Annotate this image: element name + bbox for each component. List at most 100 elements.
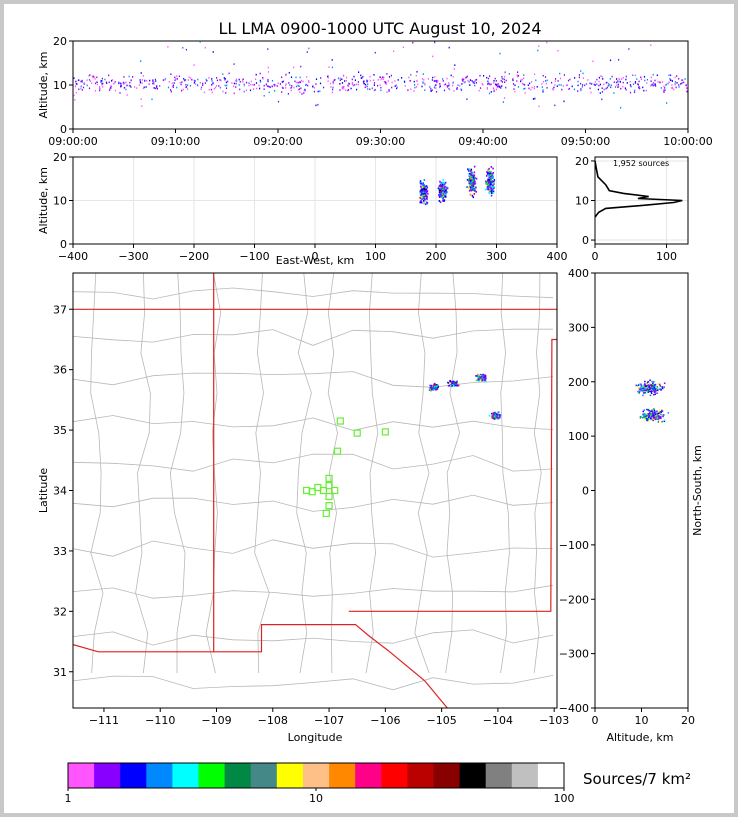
source-point (663, 414, 665, 416)
source-point (422, 197, 424, 200)
source-point (654, 411, 657, 414)
source-point (546, 87, 548, 89)
source-point (489, 172, 491, 175)
source-point (468, 187, 470, 190)
source-point (391, 81, 393, 84)
source-point (499, 85, 501, 88)
source-point (642, 416, 645, 418)
source-point (290, 89, 292, 92)
source-point (682, 79, 684, 81)
source-point (354, 84, 356, 86)
source-point (498, 417, 501, 419)
source-point (673, 88, 675, 91)
source-point (139, 79, 141, 81)
source-point (654, 391, 656, 393)
source-point (404, 85, 406, 87)
source-point (430, 388, 433, 390)
source-point (417, 83, 419, 86)
source-point (233, 82, 235, 85)
source-point (446, 187, 449, 190)
source-point (638, 85, 640, 88)
source-point (655, 390, 657, 392)
source-point (282, 87, 284, 89)
source-point (89, 80, 92, 82)
source-point (156, 87, 158, 89)
source-point (415, 74, 417, 77)
source-point (424, 198, 426, 201)
source-point (650, 76, 652, 79)
source-point (222, 90, 224, 93)
source-point (524, 84, 526, 86)
county-boundary (296, 273, 312, 674)
source-point (243, 84, 245, 87)
source-point (248, 84, 250, 87)
source-point (214, 86, 217, 89)
source-point (239, 81, 241, 83)
county-boundary (205, 273, 222, 674)
source-point (590, 91, 592, 94)
source-point (497, 415, 499, 417)
source-point (487, 171, 489, 174)
source-point (656, 392, 658, 394)
source-point (373, 84, 375, 86)
source-point (94, 82, 97, 85)
x-tick-label: −200 (179, 250, 209, 263)
source-point (475, 379, 478, 382)
source-point (600, 75, 602, 77)
source-point (533, 87, 535, 90)
source-point (545, 80, 547, 82)
source-point (438, 186, 441, 189)
source-point (613, 92, 615, 94)
colorbar-swatch (485, 763, 513, 788)
source-point (531, 86, 533, 89)
source-point (641, 415, 644, 417)
source-point (122, 81, 124, 84)
source-point (678, 86, 680, 88)
source-point (464, 81, 466, 83)
x-tick-label: −106 (370, 714, 400, 727)
source-point (648, 410, 650, 412)
source-point (128, 84, 130, 87)
source-point (473, 175, 476, 178)
source-point (534, 97, 536, 100)
source-point (450, 382, 452, 385)
source-point (190, 77, 192, 80)
source-point (287, 93, 289, 95)
source-point (650, 392, 653, 394)
colorbar-swatch (511, 763, 539, 788)
source-point (300, 87, 302, 90)
source-point (490, 182, 492, 185)
source-point (110, 85, 112, 88)
source-point (504, 71, 506, 73)
source-point (653, 384, 656, 386)
y-tick-label: 10 (53, 79, 67, 92)
source-point (123, 76, 125, 78)
source-point (656, 413, 658, 415)
source-point (203, 91, 206, 94)
source-point (652, 387, 654, 389)
x-tick-label: 09:10:00 (151, 135, 200, 148)
source-point (92, 75, 95, 78)
source-point (644, 385, 647, 388)
source-point (654, 393, 656, 395)
source-point (654, 414, 656, 417)
altitude-histogram-panel: 1,952 sources 0 100 0 10 20 (575, 155, 689, 263)
source-point (255, 78, 257, 81)
source-point (362, 75, 364, 78)
lma-station-marker (325, 502, 333, 510)
source-point (651, 380, 653, 383)
source-point (686, 87, 688, 89)
source-point (93, 76, 95, 78)
source-point (424, 194, 426, 196)
source-point (223, 77, 225, 79)
y-tick-label: 37 (53, 303, 67, 316)
source-point (538, 45, 540, 47)
source-point (473, 193, 476, 195)
county-boundary (73, 328, 553, 346)
source-point (434, 85, 436, 87)
source-point (199, 41, 201, 43)
source-point (501, 76, 503, 78)
source-point (425, 188, 428, 191)
source-point (490, 172, 492, 175)
source-point (436, 388, 438, 390)
